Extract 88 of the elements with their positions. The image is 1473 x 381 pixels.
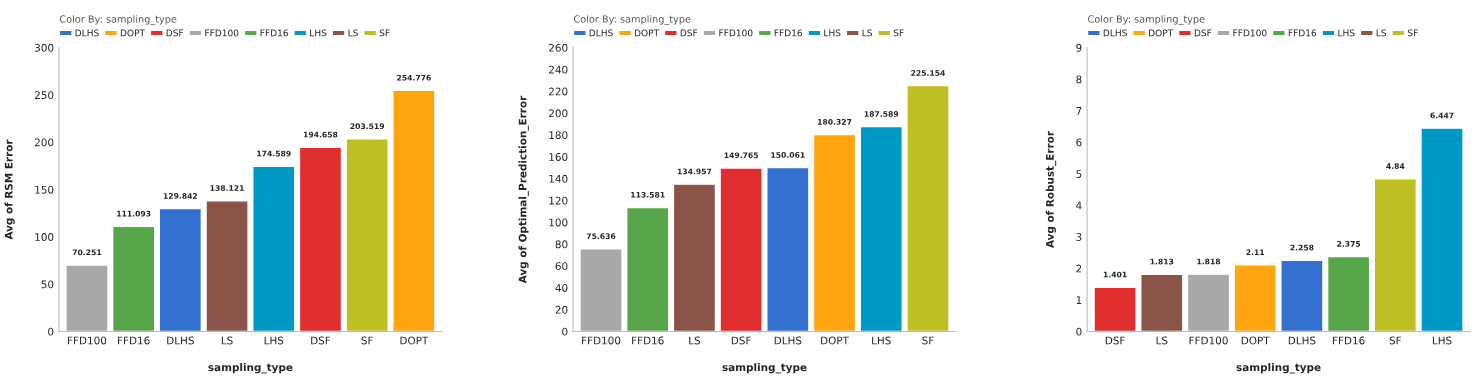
- legend-label: FFD16: [1288, 29, 1317, 37]
- legend-label: DOPT: [634, 29, 660, 37]
- y-axis-title: Avg of Optimal_Prediction_Error: [518, 95, 529, 284]
- y-tick-label: 260: [549, 43, 568, 52]
- y-tick-label: 20: [555, 305, 568, 314]
- y-tick-label: 100: [549, 218, 568, 227]
- y-tick-label: 200: [549, 109, 568, 118]
- y-axis-title: Avg of RSM Error: [4, 139, 15, 240]
- x-tick-label: DSF: [311, 336, 331, 345]
- legend-label: LHS: [824, 29, 841, 37]
- legend-label: LS: [348, 29, 358, 37]
- x-tick-label: DOPT: [1241, 336, 1270, 345]
- legend-title: Color By: sampling_type: [574, 15, 691, 25]
- legend-label: DOPT: [1149, 29, 1174, 37]
- x-axis-title: sampling_type: [208, 363, 293, 374]
- y-tick-label: 0: [1076, 327, 1082, 336]
- y-tick-label: 9: [1076, 43, 1082, 52]
- x-tick-label: FFD100: [1189, 336, 1228, 345]
- y-tick-label: 300: [34, 43, 54, 52]
- x-tick-label: DOPT: [400, 336, 429, 345]
- y-tick-label: 1: [1076, 296, 1082, 304]
- x-tick-label: DLHS: [774, 336, 802, 345]
- legend-label: DLHS: [75, 29, 99, 37]
- x-tick-label: DOPT: [821, 336, 850, 345]
- y-tick-label: 100: [35, 233, 54, 241]
- legend-title: Color By: sampling_type: [1088, 15, 1205, 25]
- legend-label: FFD16: [774, 29, 803, 37]
- x-tick-label: DLHS: [1288, 336, 1316, 345]
- x-tick-label: LS: [689, 336, 701, 345]
- y-tick-label: 8: [1076, 75, 1082, 84]
- legend-title: Color By: sampling_type: [59, 15, 177, 25]
- y-tick-label: 3: [1076, 233, 1082, 241]
- legend-label: DSF: [166, 29, 184, 37]
- legend-label: DOPT: [120, 29, 146, 37]
- y-tick-label: 40: [555, 284, 568, 292]
- y-tick-label: 150: [35, 185, 54, 194]
- y-tick-label: 4: [1076, 201, 1082, 210]
- legend-label: DLHS: [1103, 29, 1127, 37]
- legend-label: SF: [1407, 29, 1418, 37]
- x-tick-label: SF: [1389, 336, 1402, 345]
- x-tick-label: LHS: [264, 336, 284, 345]
- x-tick-label: DSF: [1105, 336, 1125, 345]
- legend-label: LHS: [310, 29, 327, 37]
- x-tick-label: DSF: [731, 336, 751, 345]
- legend-label: FFD16: [260, 29, 288, 37]
- x-tick-label: LHS: [872, 336, 891, 345]
- y-tick-label: 200: [34, 138, 54, 147]
- x-tick-label: FFD16: [118, 336, 150, 345]
- legend-label: FFD100: [719, 29, 753, 37]
- x-axis-title: sampling_type: [1236, 363, 1321, 374]
- x-tick-label: LHS: [1432, 336, 1452, 345]
- y-tick-label: 5: [1076, 170, 1082, 178]
- legend-label: DLHS: [589, 29, 613, 37]
- x-tick-label: DLHS: [167, 336, 194, 345]
- x-tick-label: FFD100: [582, 336, 621, 345]
- y-tick-label: 0: [48, 327, 54, 336]
- x-tick-label: FFD16: [632, 336, 664, 345]
- y-tick-label: 6: [1076, 138, 1082, 147]
- y-tick-label: 180: [549, 131, 568, 140]
- y-tick-label: 80: [555, 240, 568, 249]
- y-tick-label: 60: [555, 262, 568, 271]
- y-axis-title: Avg of Robust_Error: [1045, 131, 1057, 248]
- y-tick-label: 50: [41, 280, 54, 289]
- y-tick-label: 160: [549, 153, 568, 161]
- x-axis-title: sampling_type: [722, 363, 807, 374]
- legend-label: LS: [1376, 29, 1387, 37]
- legend-label: DSF: [1194, 29, 1212, 37]
- legend-label: SF: [893, 29, 904, 37]
- y-tick-label: 250: [34, 91, 54, 100]
- x-tick-label: FFD100: [68, 336, 107, 345]
- legend-label: FFD100: [1233, 29, 1267, 37]
- y-tick-label: 0: [562, 327, 568, 336]
- x-tick-label: FFD16: [1333, 336, 1365, 345]
- y-tick-label: 240: [549, 65, 568, 74]
- x-tick-label: LS: [1156, 336, 1168, 345]
- legend-label: LS: [862, 29, 872, 37]
- legend-label: FFD100: [205, 29, 239, 37]
- x-tick-label: SF: [922, 336, 934, 345]
- y-tick-label: 140: [549, 174, 568, 183]
- legend-label: SF: [379, 29, 390, 37]
- x-tick-label: SF: [361, 336, 373, 345]
- y-tick-label: 120: [549, 196, 568, 205]
- y-tick-label: 2: [1076, 264, 1082, 273]
- x-tick-label: LS: [221, 336, 233, 345]
- legend-label: DSF: [680, 29, 698, 37]
- y-tick-label: 7: [1076, 107, 1082, 115]
- y-tick-label: 220: [549, 87, 568, 96]
- legend-label: LHS: [1338, 29, 1355, 37]
